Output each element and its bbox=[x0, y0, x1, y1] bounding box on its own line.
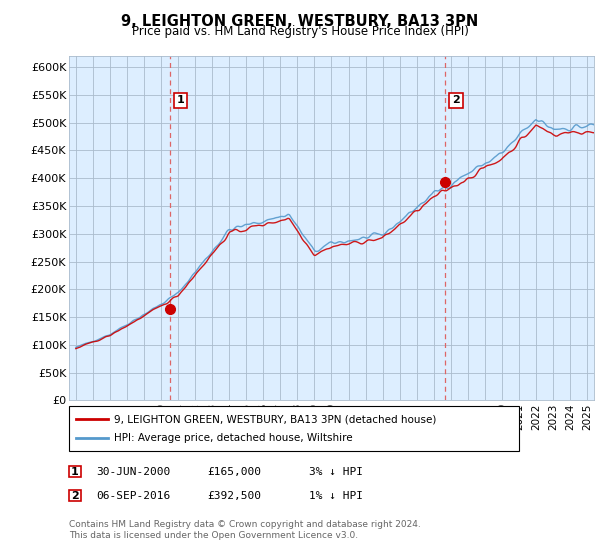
Text: 1% ↓ HPI: 1% ↓ HPI bbox=[309, 491, 363, 501]
Text: 30-JUN-2000: 30-JUN-2000 bbox=[96, 466, 170, 477]
Text: 1: 1 bbox=[176, 95, 184, 105]
Text: 2: 2 bbox=[71, 491, 79, 501]
Text: 9, LEIGHTON GREEN, WESTBURY, BA13 3PN: 9, LEIGHTON GREEN, WESTBURY, BA13 3PN bbox=[121, 14, 479, 29]
Text: 06-SEP-2016: 06-SEP-2016 bbox=[96, 491, 170, 501]
Text: 2: 2 bbox=[452, 95, 460, 105]
Text: £165,000: £165,000 bbox=[207, 466, 261, 477]
Text: 3% ↓ HPI: 3% ↓ HPI bbox=[309, 466, 363, 477]
Text: Contains HM Land Registry data © Crown copyright and database right 2024.
This d: Contains HM Land Registry data © Crown c… bbox=[69, 520, 421, 540]
Text: £392,500: £392,500 bbox=[207, 491, 261, 501]
Text: Price paid vs. HM Land Registry's House Price Index (HPI): Price paid vs. HM Land Registry's House … bbox=[131, 25, 469, 38]
Text: 1: 1 bbox=[71, 466, 79, 477]
Text: 9, LEIGHTON GREEN, WESTBURY, BA13 3PN (detached house): 9, LEIGHTON GREEN, WESTBURY, BA13 3PN (d… bbox=[114, 414, 436, 424]
Text: HPI: Average price, detached house, Wiltshire: HPI: Average price, detached house, Wilt… bbox=[114, 433, 353, 444]
